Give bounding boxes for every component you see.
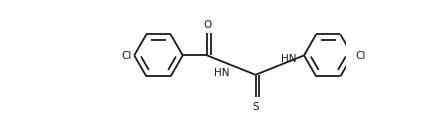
Text: O: O — [203, 20, 211, 30]
Text: S: S — [252, 101, 259, 111]
Text: Cl: Cl — [355, 51, 365, 61]
Text: Cl: Cl — [121, 51, 132, 61]
Text: HN: HN — [281, 54, 296, 64]
Text: HN: HN — [214, 67, 229, 77]
